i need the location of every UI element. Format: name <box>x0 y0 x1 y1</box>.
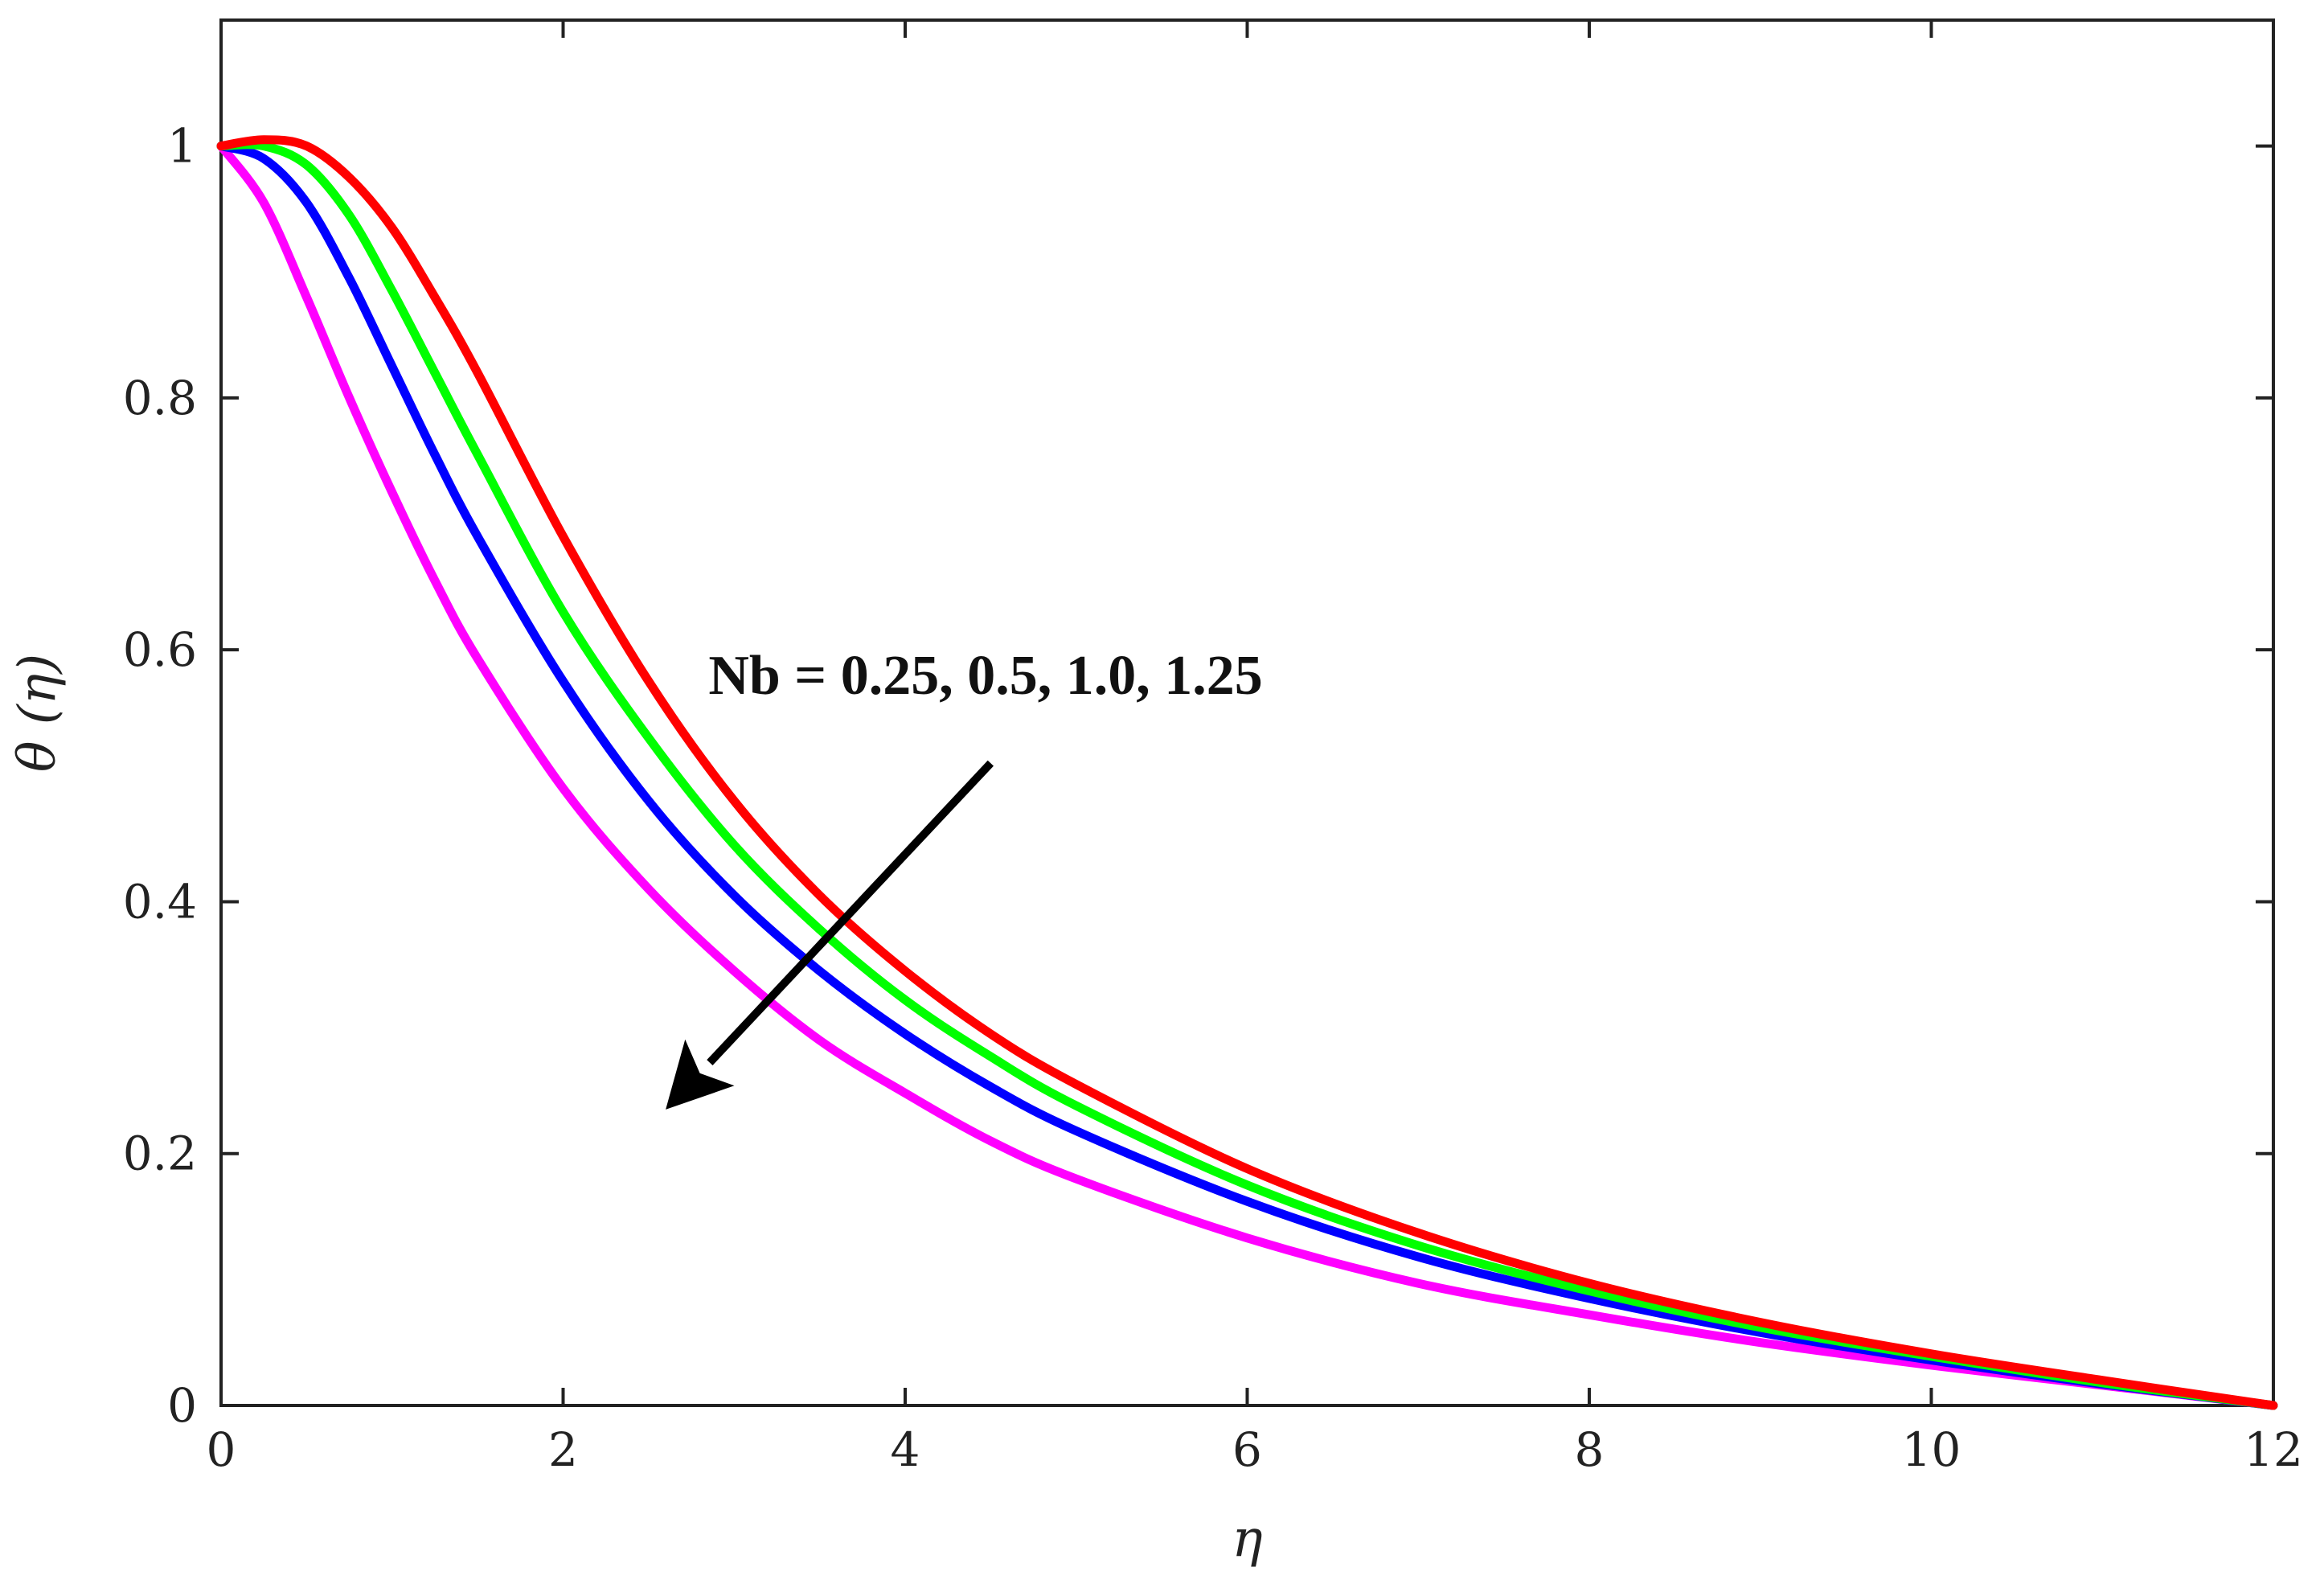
x-tick-label: 0 <box>207 1422 236 1477</box>
series-line-1 <box>216 142 2278 1410</box>
annotation-arrow-head <box>666 1039 735 1110</box>
x-tick-label: 10 <box>1902 1422 1961 1477</box>
x-tick-label: 6 <box>1232 1422 1262 1477</box>
series-line-4 <box>216 135 2278 1410</box>
x-tick-label: 8 <box>1575 1422 1605 1477</box>
annotation-arrow-shaft <box>707 760 994 1065</box>
y-axis-label: θ (η) <box>8 654 68 772</box>
y-tick-label: 0.8 <box>123 371 197 425</box>
x-tick-label: 2 <box>548 1422 578 1477</box>
annotations: Nb = 0.25, 0.5, 1.0, 1.25 <box>666 645 1263 1110</box>
y-tick-label: 0.2 <box>123 1126 197 1181</box>
y-tick-label: 0 <box>167 1378 197 1433</box>
x-tick-label: 4 <box>891 1422 920 1477</box>
y-tick-label: 1 <box>167 119 197 174</box>
y-tick-label: 0.6 <box>123 622 197 677</box>
series-line-3 <box>216 140 2278 1410</box>
x-tick-label: 12 <box>2244 1422 2303 1477</box>
y-tick-label: 0.4 <box>123 874 197 929</box>
x-axis-label: η <box>1232 1509 1262 1569</box>
annotation-text: Nb = 0.25, 0.5, 1.0, 1.25 <box>708 645 1262 707</box>
series-line-2 <box>216 142 2278 1410</box>
series-lines <box>216 135 2278 1410</box>
tick-labels: 0 2 4 6 8 10 12 0 0.2 0.4 0.6 0.8 1 <box>123 119 2303 1477</box>
